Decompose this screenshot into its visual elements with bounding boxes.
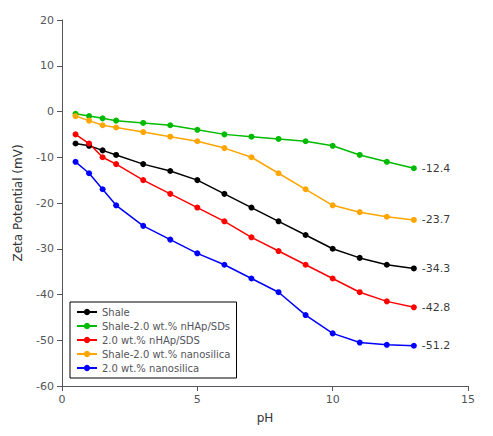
svg-text:-10: -10: [36, 151, 54, 164]
svg-text:5: 5: [194, 393, 201, 406]
svg-text:-42.8: -42.8: [422, 301, 450, 314]
svg-text:20: 20: [40, 14, 54, 27]
svg-text:Shale: Shale: [102, 307, 130, 318]
svg-text:-40: -40: [36, 288, 54, 301]
svg-text:-60: -60: [36, 380, 54, 393]
svg-text:-34.3: -34.3: [422, 262, 450, 275]
svg-text:0: 0: [59, 393, 66, 406]
svg-text:Shale-2.0 wt.% nanosilica: Shale-2.0 wt.% nanosilica: [102, 349, 231, 360]
svg-text:-23.7: -23.7: [422, 213, 450, 226]
svg-text:-12.4: -12.4: [422, 162, 450, 175]
svg-text:2.0 wt.% nanosilica: 2.0 wt.% nanosilica: [102, 363, 199, 374]
svg-text:-50: -50: [36, 334, 54, 347]
svg-text:-20: -20: [36, 197, 54, 210]
svg-text:-30: -30: [36, 242, 54, 255]
svg-text:Shale-2.0 wt.% nHAp/SDs: Shale-2.0 wt.% nHAp/SDs: [102, 321, 230, 332]
svg-text:2.0 wt.% nHAp/SDS: 2.0 wt.% nHAp/SDS: [102, 335, 200, 346]
svg-text:0: 0: [47, 105, 54, 118]
svg-text:10: 10: [40, 59, 54, 72]
svg-text:10: 10: [326, 393, 340, 406]
svg-text:pH: pH: [257, 411, 274, 425]
svg-text:-51.2: -51.2: [422, 339, 450, 352]
svg-text:15: 15: [461, 393, 475, 406]
svg-text:Zeta Potential (mV): Zeta Potential (mV): [11, 144, 25, 261]
